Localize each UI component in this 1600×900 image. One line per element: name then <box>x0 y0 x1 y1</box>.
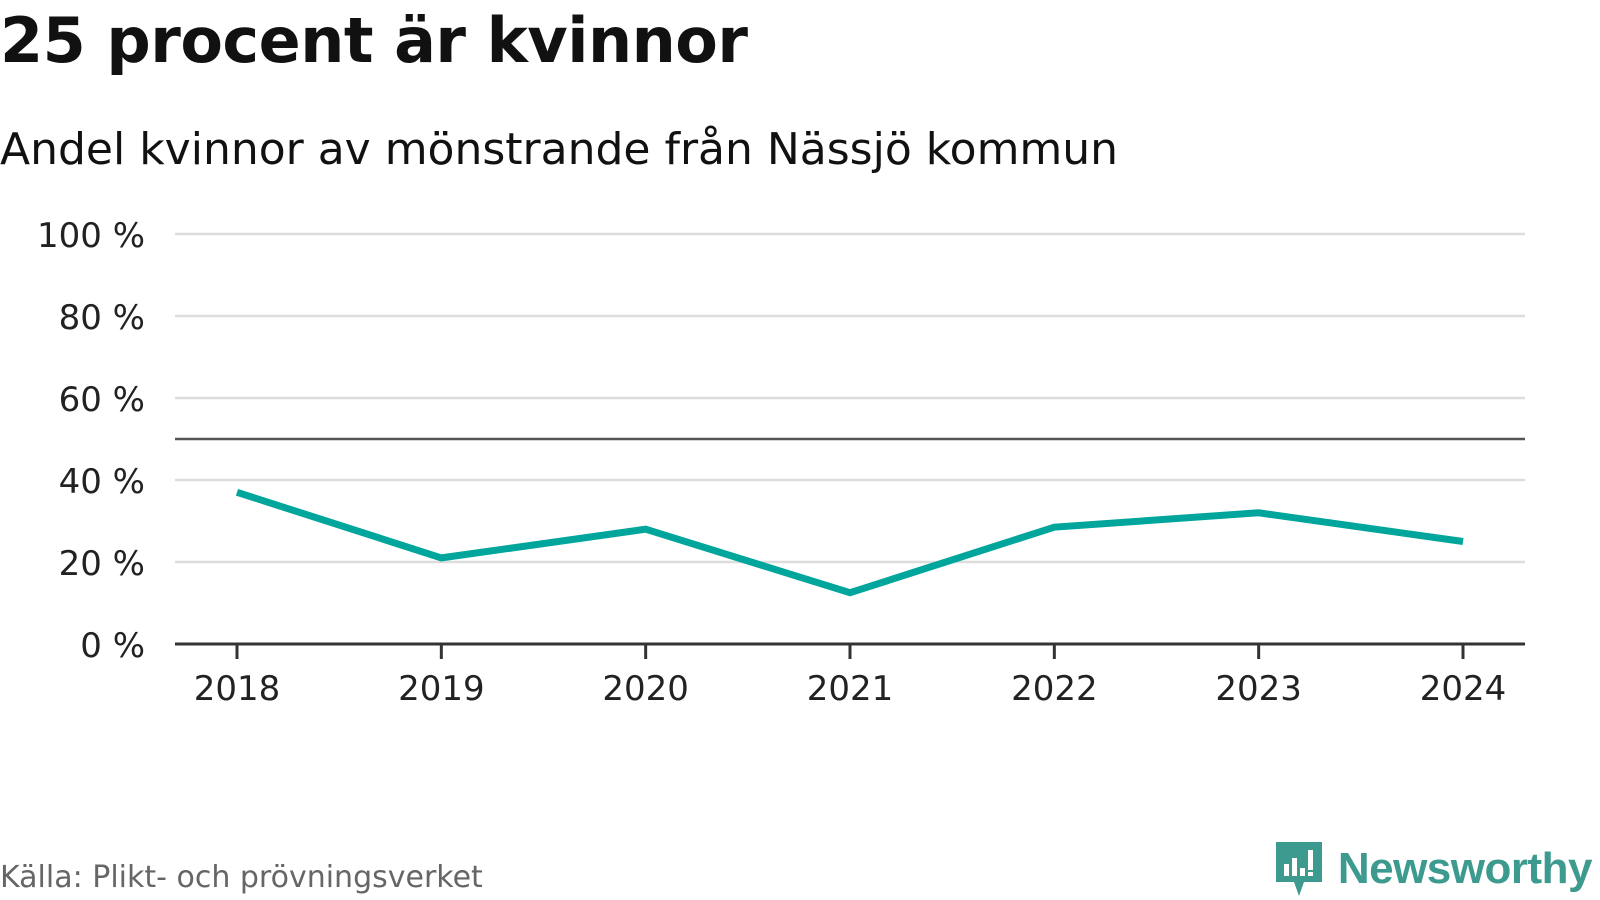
y-tick-label: 80 % <box>59 298 145 338</box>
y-axis-tick-labels: 0 % 20 % 40 % 60 % 80 % 100 % <box>37 216 145 666</box>
x-tick-label: 2021 <box>807 669 894 709</box>
y-tick-label: 20 % <box>59 544 145 584</box>
chart-subtitle: Andel kvinnor av mönstrande från Nässjö … <box>0 124 1119 175</box>
x-tick-label: 2020 <box>602 669 689 709</box>
y-tick-label: 0 % <box>80 626 145 666</box>
gridlines <box>175 232 1525 564</box>
x-axis <box>175 642 1525 659</box>
x-tick-label: 2019 <box>398 669 485 709</box>
source-note: Källa: Plikt- och prövningsverket <box>0 860 483 895</box>
x-tick-label: 2023 <box>1215 669 1302 709</box>
brand-logo: Newsworthy <box>1274 840 1593 898</box>
brand-name: Newsworthy <box>1337 844 1593 893</box>
y-tick-label: 100 % <box>37 216 145 256</box>
bar-chart-speech-bubble-icon <box>1275 842 1322 896</box>
x-axis-tick-labels: 2018 2019 2020 2021 2022 2023 2024 <box>194 669 1507 709</box>
x-tick-label: 2024 <box>1420 669 1507 709</box>
series-line <box>235 488 1464 597</box>
y-tick-label: 60 % <box>59 380 145 420</box>
x-tick-label: 2022 <box>1011 669 1098 709</box>
chart-title: 25 procent är kvinnor <box>0 4 748 77</box>
y-tick-label: 40 % <box>59 462 145 502</box>
x-tick-label: 2018 <box>194 669 281 709</box>
series-layer <box>235 488 1464 597</box>
